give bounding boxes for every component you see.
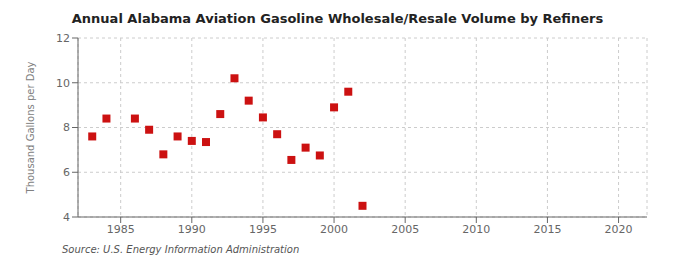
- html-text:Source: U.S. Energy Informatio: Source: U.S. Energy Information Administ…: [62, 244, 300, 255]
- svg-text:2015: 2015: [533, 223, 561, 236]
- svg-text:2005: 2005: [391, 223, 419, 236]
- svg-text:12: 12: [56, 32, 70, 45]
- svg-text:4: 4: [63, 211, 70, 224]
- svg-text:1995: 1995: [249, 223, 277, 236]
- svg-text:1990: 1990: [178, 223, 206, 236]
- svg-text:2000: 2000: [320, 223, 348, 236]
- svg-text:6: 6: [63, 166, 70, 179]
- svg-text:10: 10: [56, 77, 70, 90]
- svg-text:2010: 2010: [462, 223, 490, 236]
- svg-text:1985: 1985: [107, 223, 135, 236]
- svg-text:2020: 2020: [605, 223, 633, 236]
- svg-text:8: 8: [63, 121, 70, 134]
- svg-text:Thousand Gallons per Day: Thousand Gallons per Day: [25, 61, 36, 194]
- html-text:Annual Alabama Aviation Gasoli: Annual Alabama Aviation Gasoline Wholesa…: [71, 11, 604, 26]
